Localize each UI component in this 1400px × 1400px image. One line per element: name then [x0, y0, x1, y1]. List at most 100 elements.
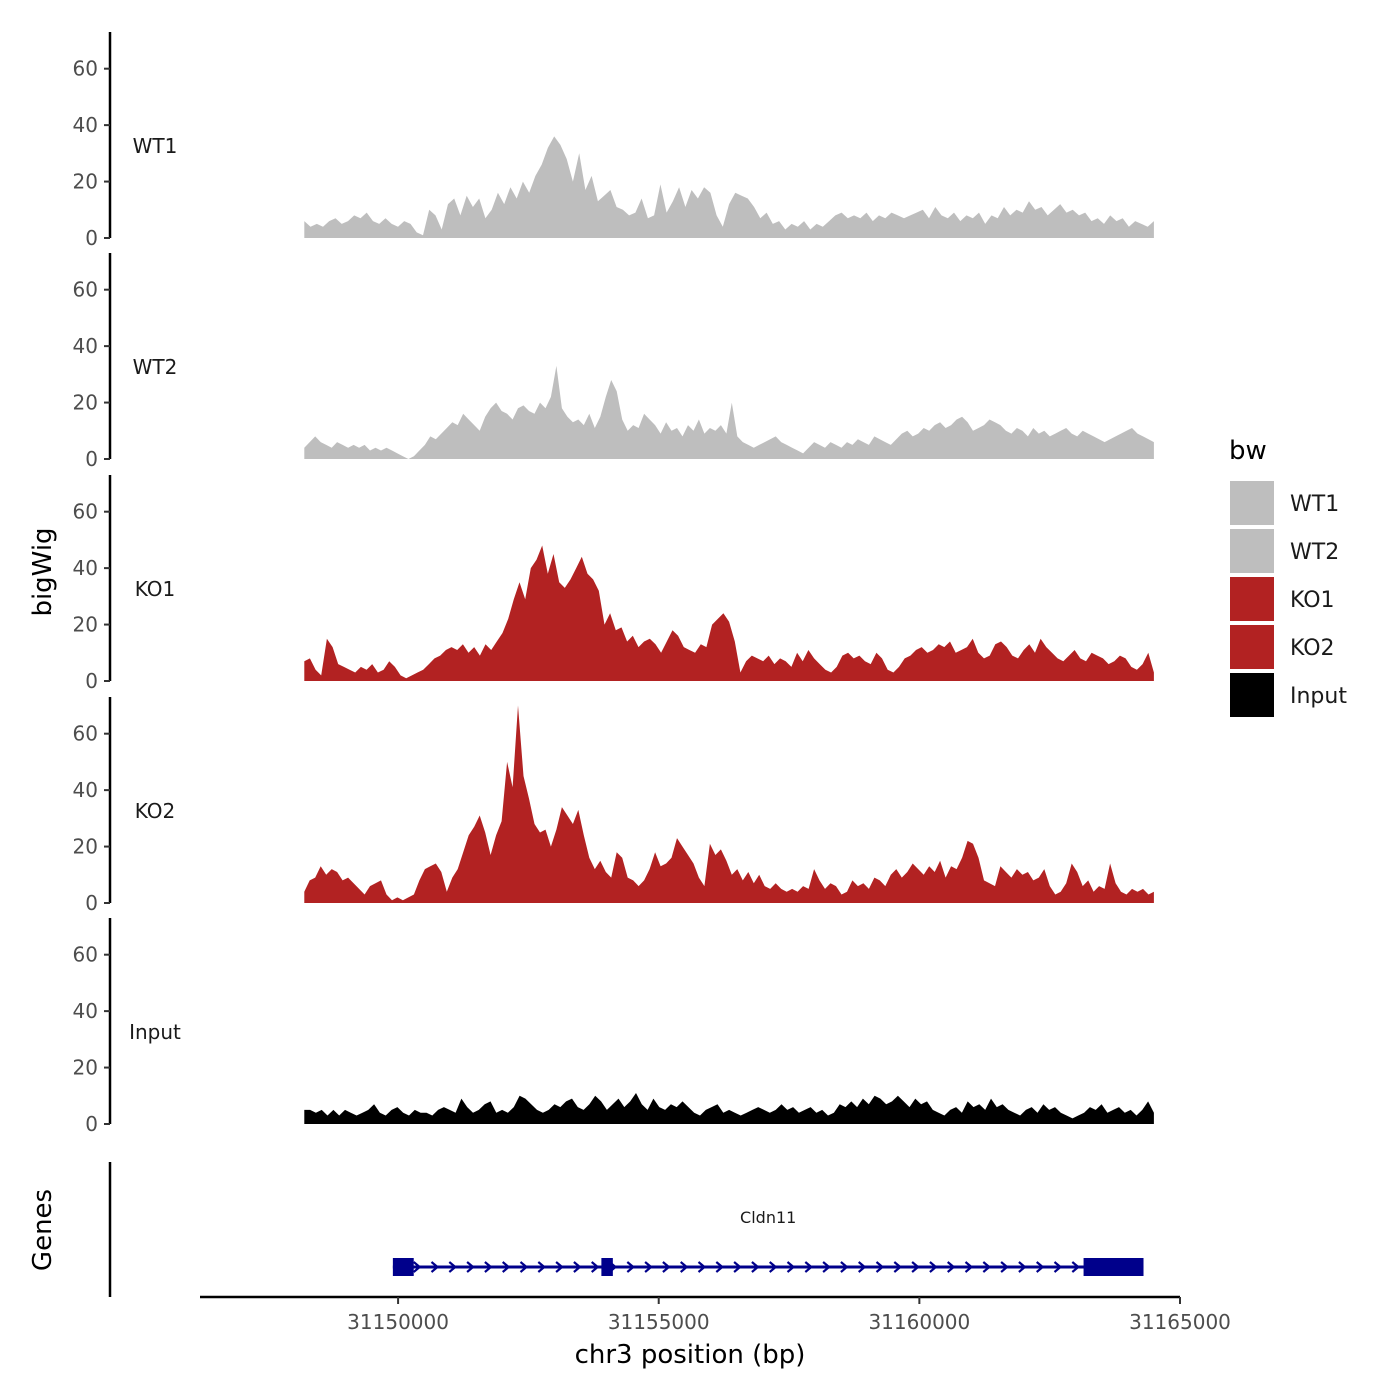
y-axis-title: bigWig [28, 527, 58, 616]
legend-label: KO1 [1290, 588, 1335, 613]
y-tick-label: 40 [73, 999, 98, 1023]
legend-item-wt1: WT1 [1230, 481, 1339, 525]
strand-arrow-icon [857, 1261, 867, 1273]
coverage-area-input [304, 1093, 1154, 1124]
strand-arrow-icon [822, 1261, 831, 1273]
strand-arrow-icon [840, 1261, 849, 1273]
gene-exon [392, 1258, 414, 1276]
legend-swatch [1230, 577, 1274, 621]
y-tick-label: 0 [85, 891, 98, 915]
strand-arrow-icon [982, 1261, 992, 1273]
y-tick-label: 0 [85, 1112, 98, 1136]
strand-arrow-icon [893, 1261, 903, 1273]
strand-arrow-icon [1071, 1261, 1081, 1273]
x-tick-label: 31165000 [1129, 1310, 1231, 1334]
track-input: 0 20 40 60 Input [73, 918, 1154, 1136]
y-tick-label: 20 [73, 835, 98, 859]
strand-arrow-icon [768, 1261, 778, 1273]
y-tick-label: 40 [73, 556, 98, 580]
y-tick-label: 60 [73, 500, 98, 524]
x-tick-label: 31155000 [608, 1310, 710, 1334]
gene-panel: Cldn11 [108, 1162, 1144, 1297]
strand-arrow-icon [412, 1261, 422, 1273]
strand-arrow-icon [751, 1261, 760, 1273]
y-tick-label: 20 [73, 613, 98, 637]
legend-label: WT1 [1290, 492, 1339, 517]
track-ko1: 0 20 40 60 KO1 [73, 475, 1154, 693]
strand-arrow-icon [733, 1261, 742, 1273]
track-label-ko1: KO1 [135, 577, 176, 601]
coverage-tracks: 0 20 40 60 WT1 0 20 40 60 WT2 0 20 40 60 KO1 0 20 40 60 KO2… [73, 32, 1154, 1136]
legend-label: KO2 [1290, 636, 1335, 661]
y-tick-label: 20 [73, 170, 98, 194]
legend: bw WT1 WT2 KO1 KO2 Input [1229, 436, 1347, 717]
strand-arrow-icon [466, 1261, 475, 1273]
strand-arrow-icon [697, 1261, 707, 1273]
strand-arrow-icon [501, 1261, 511, 1273]
gene-exon [1083, 1258, 1144, 1276]
strand-arrow-icon [519, 1261, 529, 1273]
track-label-ko2: KO2 [135, 799, 176, 823]
x-tick-label: 31160000 [868, 1310, 970, 1334]
legend-label: WT2 [1290, 540, 1339, 565]
strand-arrow-icon [1035, 1261, 1045, 1273]
strand-arrow-icon [484, 1261, 493, 1273]
strand-arrow-icon [644, 1261, 653, 1273]
gene-name-label: Cldn11 [740, 1208, 796, 1227]
strand-arrow-icon [715, 1261, 725, 1273]
y-tick-label: 60 [73, 943, 98, 967]
legend-label: Input [1290, 684, 1347, 709]
strand-arrow-icon [929, 1261, 938, 1273]
legend-title: bw [1229, 436, 1267, 466]
coverage-area-ko1 [304, 545, 1154, 681]
strand-arrow-icon [537, 1261, 547, 1273]
track-label-input: Input [129, 1020, 181, 1044]
track-label-wt2: WT2 [133, 355, 178, 379]
strand-arrow-icon [662, 1261, 671, 1273]
legend-swatch [1230, 673, 1274, 717]
coverage-area-wt1 [304, 136, 1154, 238]
y-tick-label: 20 [73, 1056, 98, 1080]
strand-arrow-icon [555, 1261, 564, 1273]
strand-arrow-icon [1053, 1261, 1063, 1273]
legend-item-input: Input [1230, 673, 1347, 717]
legend-swatch [1230, 529, 1274, 573]
legend-item-wt2: WT2 [1230, 529, 1339, 573]
coverage-area-ko2 [304, 705, 1154, 903]
strand-arrow-icon [1018, 1261, 1027, 1273]
strand-arrow-icon [430, 1261, 440, 1273]
y-tick-label: 40 [73, 113, 98, 137]
strand-arrow-icon [1000, 1261, 1009, 1273]
strand-arrow-icon [875, 1261, 885, 1273]
strand-arrow-icon [573, 1261, 582, 1273]
y-tick-label: 60 [73, 722, 98, 746]
strand-arrow-icon [448, 1261, 458, 1273]
genes-axis-title: Genes [28, 1189, 58, 1271]
strand-arrow-icon [590, 1261, 600, 1273]
track-ko2: 0 20 40 60 KO2 [73, 697, 1154, 915]
coverage-area-wt2 [304, 365, 1154, 459]
strand-arrow-icon [911, 1261, 920, 1273]
y-tick-label: 60 [73, 278, 98, 302]
strand-arrow-icon [804, 1261, 814, 1273]
x-tick-label: 31150000 [347, 1310, 449, 1334]
y-tick-label: 40 [73, 334, 98, 358]
track-label-wt1: WT1 [133, 134, 178, 158]
x-axis: 31150000 31155000 31160000 31165000 [200, 1295, 1231, 1334]
y-tick-label: 60 [73, 57, 98, 81]
gene-exon [601, 1258, 613, 1276]
y-tick-label: 20 [73, 391, 98, 415]
track-wt1: 0 20 40 60 WT1 [73, 32, 1154, 250]
y-tick-label: 40 [73, 778, 98, 802]
track-wt2: 0 20 40 60 WT2 [73, 253, 1154, 471]
strand-arrow-icon [626, 1261, 636, 1273]
legend-swatch [1230, 481, 1274, 525]
y-tick-label: 0 [85, 669, 98, 693]
x-axis-title: chr3 position (bp) [575, 1340, 806, 1370]
legend-item-ko2: KO2 [1230, 625, 1335, 669]
legend-item-ko1: KO1 [1230, 577, 1335, 621]
y-tick-label: 0 [85, 447, 98, 471]
strand-arrow-icon [679, 1261, 689, 1273]
strand-arrow-icon [786, 1261, 796, 1273]
